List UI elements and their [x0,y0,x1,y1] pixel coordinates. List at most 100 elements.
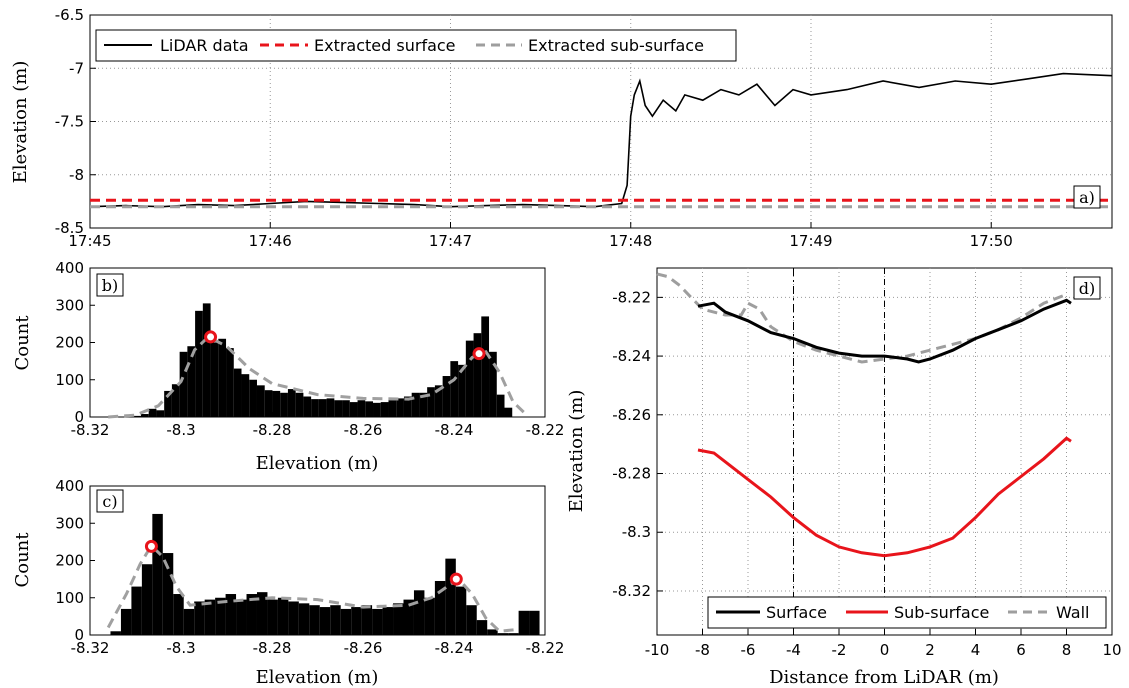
panel-a-xtick-label: 17:48 [609,232,652,250]
histogram-bar [226,348,234,417]
xtick-label: -8.28 [253,421,292,439]
panel-c-ylabel: Count [12,532,33,588]
fitted-curve [106,543,518,633]
histogram-bar [424,597,435,635]
xtick-label: -8.26 [344,421,383,439]
panel-a-xtick-label: 17:46 [249,232,292,250]
histogram-bar [496,394,505,417]
histogram-bar [195,310,203,417]
histogram-bar [156,410,165,417]
legend-label-surface: Surface [766,603,827,622]
panel-b-tag: b) [102,276,118,295]
ytick-label: 100 [55,371,84,389]
panel-d-ytick-label: -8.3 [622,523,651,541]
legend-label-wall: Wall [1056,603,1090,622]
histogram-bar [508,633,519,635]
peak-marker [449,572,463,586]
panel-a-xtick-label: 17:50 [970,232,1013,250]
ytick-label: 200 [55,334,84,352]
histogram-bar [340,608,352,635]
histogram-bar [120,608,132,635]
panel-b-xlabel: Elevation (m) [256,453,379,474]
panel-d-ytick-label: -8.26 [612,406,651,424]
panel-d-ylabel: Elevation (m) [566,390,587,513]
histogram-bar [396,398,404,417]
panel-d-xtick-label: -2 [832,641,847,659]
histogram-bar [148,408,157,417]
peak-marker [144,539,158,553]
histogram-bar [326,398,335,417]
histogram-bar [403,599,414,635]
histogram-bar [458,364,466,417]
histogram-bar [187,346,196,417]
panel-d-ytick-label: -8.22 [612,288,651,306]
histogram-bar [380,402,389,417]
peak-marker [472,347,486,361]
ytick-label: 400 [55,477,84,495]
histogram-bar [256,592,268,635]
panel-d-chart: -10 -8 -6 -4 -2 0 2 4 6 8 10 -8.22 -8.24 -8.26 -8.28 -8… [566,267,1122,688]
histogram-bar [465,340,474,417]
ytick-label: 200 [55,552,84,570]
legend-label-extracted-sub-surface: Extracted sub-surface [528,36,704,55]
xtick-label: -8.24 [435,421,474,439]
panel-c-chart: -8.32 -8.3 -8.28 -8.26 -8.24 -8.22 0 100 200 300 4… [12,477,564,688]
panel-d-xtick-label: 10 [1102,641,1121,659]
panel-a-ytick-label: -8 [69,166,84,184]
panel-a-chart: 17:45 17:46 17:47 17:48 17:49 17:50 -6.5 -7 -7.5… [10,6,1113,250]
histogram-bar [179,351,188,417]
panel-a-legend: LiDAR data Extracted surface Extracted s… [95,29,737,62]
histogram-bar [194,601,205,635]
histogram-bar [481,316,490,417]
panel-a-ytick-label: -7.5 [55,113,84,131]
histogram-bar [233,368,242,417]
histogram-bar [267,599,278,635]
histogram-bar [466,605,477,635]
histogram-bar [473,333,482,417]
panel-c-xlabel: Elevation (m) [256,667,379,688]
histogram-bar [287,389,296,417]
panel-d-legend: Surface Sub-surface Wall [707,596,1107,629]
histogram-bar [361,605,373,635]
histogram-bar [215,597,226,635]
histogram-bar [110,631,121,635]
histogram-bar [280,392,288,417]
ytick-label: 300 [55,296,84,314]
histogram-bar [277,597,289,635]
histogram-bar [264,390,273,417]
histogram-bar [133,415,141,417]
histogram-bar [434,385,443,417]
histogram-bar [411,392,420,417]
panel-a-xtick-label: 17:49 [789,232,832,250]
xtick-label: -8.3 [166,421,195,439]
panel-d-xtick-label: -4 [786,641,801,659]
histogram-bar [365,401,374,417]
histogram-bar [529,610,540,635]
panel-d-xtick-label: -8 [695,641,710,659]
histogram-bar [202,303,211,417]
panel-d-xtick-label: 8 [1062,641,1072,659]
panel-d-xtick-label: 4 [971,641,981,659]
panel-d-ytick-label: -8.32 [612,582,651,600]
histogram-bar [204,599,216,635]
panel-d-ytick-label: -8.28 [612,465,651,483]
panel-d-xtick-label: 0 [880,641,890,659]
histogram-bar [489,351,497,417]
histogram-bar [455,586,467,635]
histogram-bar [131,586,142,635]
histogram-bar [210,342,219,417]
ytick-label: 100 [55,589,84,607]
histogram-bar [303,396,312,417]
fitted-curve [108,335,528,419]
xtick-label: -8.28 [253,639,292,657]
ytick-label: 300 [55,514,84,532]
histogram-bar [164,390,172,417]
xtick-label: -8.22 [526,421,565,439]
histogram-bar [298,603,310,635]
histogram-bar [246,594,257,635]
histogram-bar [351,607,362,635]
panel-a-ytick-label: -6.5 [55,6,84,24]
panel-a-xtick-label: 17:45 [68,232,111,250]
xtick-label: -8.26 [344,639,383,657]
histogram-bar [330,605,341,635]
